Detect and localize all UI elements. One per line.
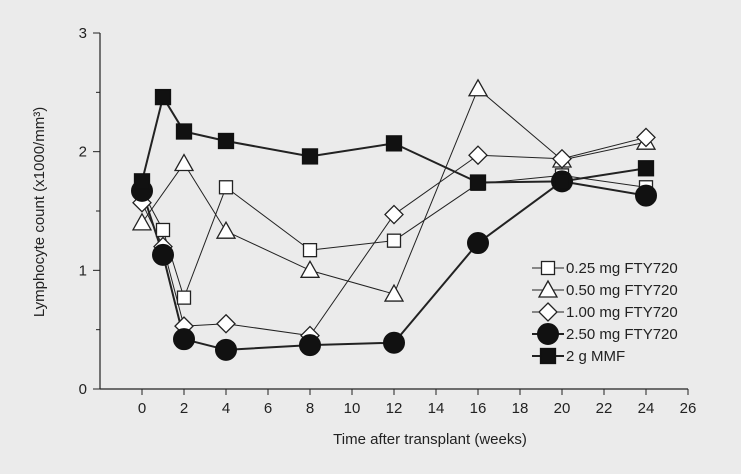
legend-label: 2 g MMF <box>566 348 625 365</box>
x-tick-label: 4 <box>222 400 230 417</box>
data-point <box>636 127 656 148</box>
data-point <box>552 148 572 169</box>
x-tick-label: 22 <box>596 400 613 417</box>
x-tick-label: 18 <box>512 400 529 417</box>
data-point <box>386 233 402 248</box>
data-point <box>467 78 489 97</box>
x-tick-label: 12 <box>386 400 403 417</box>
x-tick-label: 6 <box>264 400 272 417</box>
legend: 0.25 mg FTY720 0.50 mg FTY720 1.00 mg FTY7… <box>532 260 678 365</box>
x-tick-label: 20 <box>554 400 571 417</box>
legend-label: 0.25 mg FTY720 <box>566 260 678 277</box>
data-point <box>384 204 404 225</box>
y-tick-label: 1 <box>79 262 87 279</box>
x-tick-label: 14 <box>428 400 445 417</box>
data-point <box>216 313 236 334</box>
legend-label: 2.50 mg FTY720 <box>566 326 678 343</box>
data-point <box>176 290 192 305</box>
legend-marker <box>537 323 559 345</box>
data-point <box>383 283 405 302</box>
data-point <box>299 260 321 278</box>
data-point <box>553 173 571 190</box>
x-tick-label: 16 <box>470 400 487 417</box>
data-point <box>218 180 234 195</box>
data-point <box>215 220 237 239</box>
legend-marker <box>539 347 557 365</box>
data-point <box>217 132 235 150</box>
legend-marker <box>537 279 559 298</box>
data-point <box>131 212 153 231</box>
legend-marker <box>540 260 556 276</box>
legend-label: 1.00 mg FTY720 <box>566 304 678 321</box>
data-point <box>385 135 403 152</box>
data-point <box>468 145 488 166</box>
data-point <box>299 334 321 357</box>
y-tick-label: 0 <box>79 381 87 398</box>
data-point <box>637 160 655 177</box>
y-axis-title: Lymphocyte count (x1000/mm³) <box>31 107 48 317</box>
y-tick-label: 3 <box>79 25 87 42</box>
data-point <box>635 184 657 207</box>
legend-marker <box>538 302 558 322</box>
data-point <box>155 222 171 238</box>
data-point <box>215 338 237 361</box>
x-tick-label: 10 <box>344 400 361 417</box>
data-point <box>301 148 319 165</box>
x-tick-label: 0 <box>138 400 146 417</box>
data-point <box>154 88 172 106</box>
data-point <box>467 232 489 255</box>
data-point <box>152 243 174 266</box>
data-point <box>383 331 405 354</box>
legend-label: 0.50 mg FTY720 <box>566 282 678 299</box>
series-line <box>141 88 647 295</box>
data-point <box>173 328 195 351</box>
data-point <box>175 123 193 140</box>
x-tick-label: 24 <box>638 400 655 417</box>
series-markers <box>131 78 657 361</box>
data-point <box>302 243 318 258</box>
x-tick-label: 8 <box>306 400 314 417</box>
data-point <box>133 173 151 190</box>
data-point <box>173 153 195 172</box>
x-axis-title: Time after transplant (weeks) <box>333 431 527 448</box>
y-tick-label: 2 <box>79 144 87 161</box>
x-tick-label: 2 <box>180 400 188 417</box>
data-point <box>469 174 487 191</box>
x-tick-label: 26 <box>680 400 697 417</box>
